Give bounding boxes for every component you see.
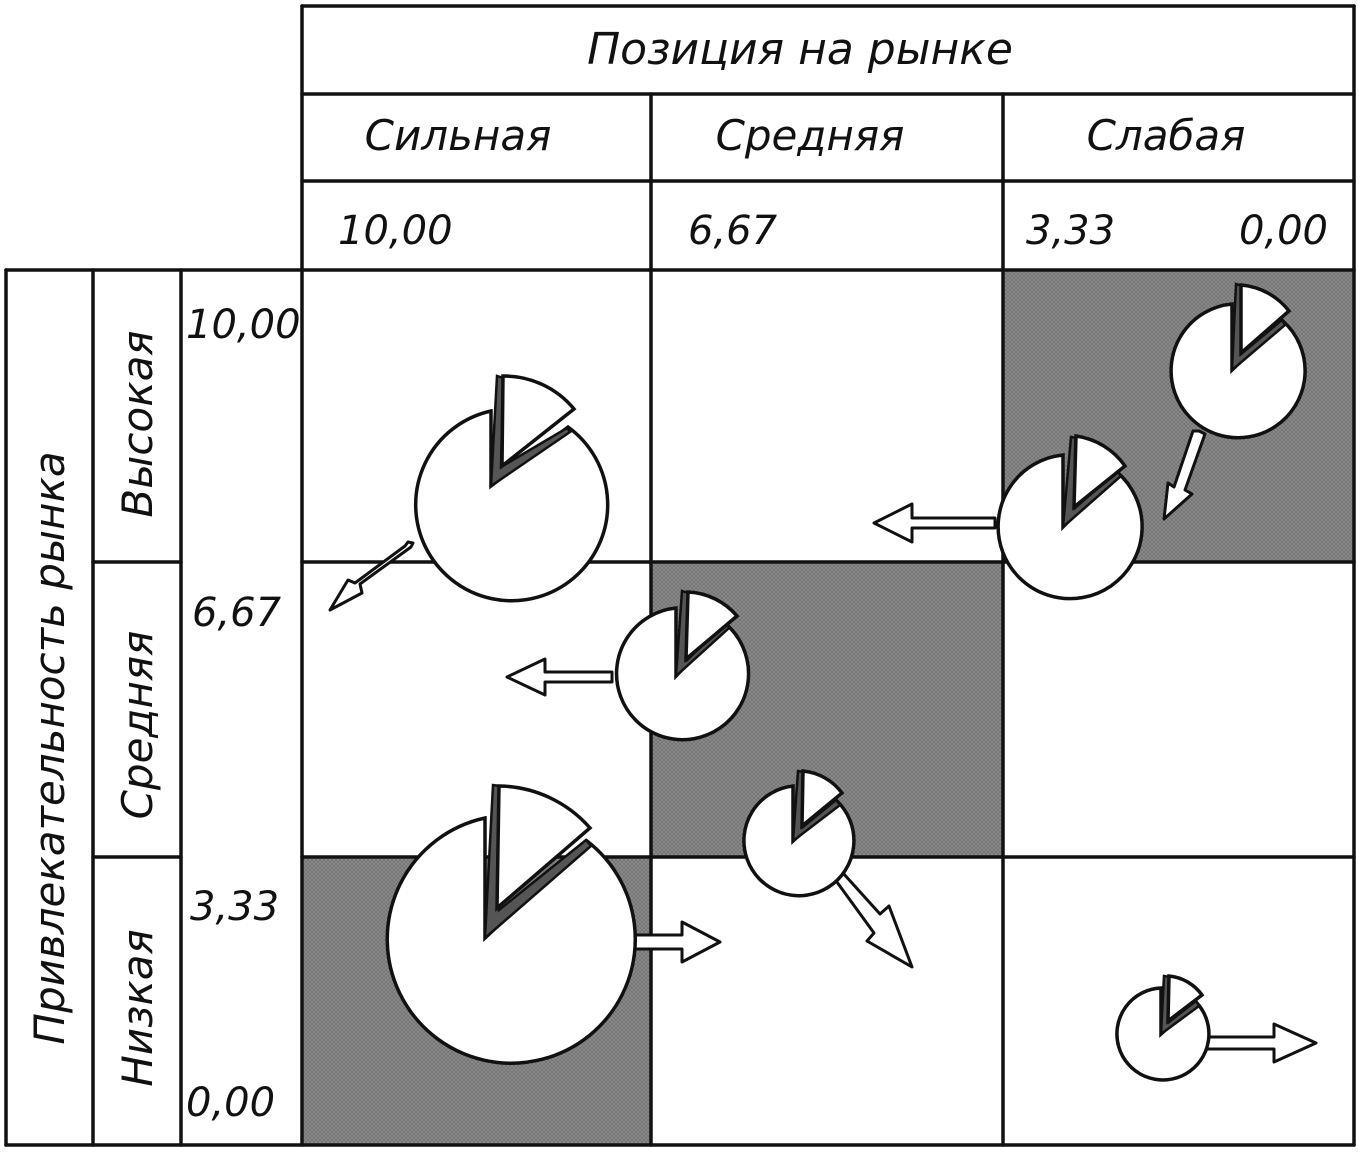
business-unit-pie [996, 433, 1144, 601]
row-label-medium: Средняя [113, 631, 162, 820]
business-unit-pie [413, 374, 610, 603]
header-grid [300, 4, 1356, 1147]
column-value-0: 0,00 [1239, 208, 1328, 254]
header-title: Позиция на рынке [587, 24, 1013, 75]
business-unit-pie [1115, 974, 1211, 1082]
row-value-333: 3,33 [190, 884, 279, 930]
business-unit-pie [742, 769, 856, 898]
arrow-medium-medium-left [505, 657, 614, 697]
business-unit-pie [1169, 282, 1307, 440]
column-label-strong: Сильная [365, 111, 552, 160]
business-unit-pie [614, 589, 751, 742]
row-value-10: 10,00 [186, 302, 301, 348]
row-value-0: 0,00 [186, 1080, 275, 1126]
row-label-low: Низкая [113, 929, 162, 1087]
arrow-weak-low-right [1202, 1022, 1318, 1064]
arrow-strong-high [328, 540, 415, 612]
column-label-weak: Слабая [1087, 111, 1246, 160]
arrow-weak-high-left [872, 502, 997, 544]
column-value-10: 10,00 [338, 208, 453, 254]
column-value-333: 3,33 [1026, 208, 1115, 254]
row-label-high: Высокая [113, 330, 162, 517]
column-value-667: 6,67 [688, 208, 778, 254]
side-grid [4, 268, 1356, 1147]
column-label-medium: Средняя [716, 111, 905, 160]
business-unit-pie [385, 783, 637, 1065]
axis-label-attractiveness: Привлекательность рынка [25, 451, 74, 1044]
row-value-667: 6,67 [192, 590, 282, 636]
arrow-weak-high-top [1162, 429, 1207, 521]
